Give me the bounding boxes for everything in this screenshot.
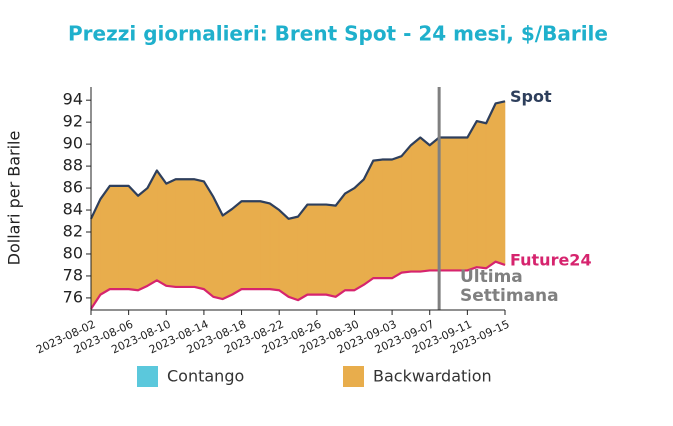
backwardation-area bbox=[372, 159, 383, 279]
backwardation-area bbox=[354, 178, 365, 291]
backwardation-area bbox=[476, 120, 487, 269]
vertical-marker-label: Settimana bbox=[460, 286, 559, 306]
backwardation-area bbox=[344, 187, 355, 291]
backwardation-area bbox=[269, 202, 280, 291]
legend-swatch bbox=[137, 366, 158, 387]
backwardation-area bbox=[137, 187, 148, 291]
backwardation-area bbox=[260, 200, 271, 290]
backwardation-area bbox=[467, 119, 478, 271]
vertical-marker-label: Ultima bbox=[460, 267, 523, 287]
backwardation-area bbox=[100, 184, 111, 296]
backwardation-area bbox=[241, 200, 252, 290]
backwardation-area bbox=[297, 203, 308, 301]
backwardation-area bbox=[391, 155, 402, 279]
series-label: Future24 bbox=[510, 250, 592, 269]
backwardation-area bbox=[156, 169, 167, 287]
backwardation-area bbox=[184, 178, 195, 288]
y-tick-label: 92 bbox=[63, 112, 83, 131]
backwardation-area bbox=[457, 137, 468, 271]
backwardation-area bbox=[485, 103, 496, 269]
backwardation-area bbox=[109, 185, 120, 290]
backwardation-area bbox=[147, 170, 158, 287]
series-label: Spot bbox=[510, 87, 552, 106]
backwardation-area bbox=[118, 185, 129, 290]
y-tick-label: 94 bbox=[63, 90, 83, 109]
series-line bbox=[90, 100, 506, 220]
backwardation-area bbox=[278, 209, 289, 298]
backwardation-area bbox=[448, 137, 459, 271]
backwardation-area bbox=[165, 178, 176, 288]
backwardation-area bbox=[175, 178, 186, 288]
chart-title: Prezzi giornalieri: Brent Spot - 24 mesi… bbox=[68, 22, 608, 46]
y-tick-label: 86 bbox=[63, 178, 83, 197]
series-line bbox=[90, 260, 506, 310]
backwardation-area bbox=[335, 192, 346, 298]
y-tick-label: 90 bbox=[63, 134, 83, 153]
y-tick-label: 84 bbox=[63, 200, 83, 219]
backwardation-area bbox=[363, 160, 374, 286]
legend-swatch bbox=[343, 366, 364, 387]
backwardation-area bbox=[250, 200, 261, 290]
y-tick-label: 76 bbox=[63, 287, 83, 306]
backwardation-area bbox=[194, 178, 205, 290]
backwardation-area bbox=[420, 136, 431, 272]
backwardation-area bbox=[316, 204, 327, 295]
backwardation-area bbox=[382, 159, 393, 279]
backwardation-area bbox=[325, 204, 336, 298]
backwardation-area bbox=[401, 144, 412, 273]
backwardation-area bbox=[203, 180, 214, 298]
y-tick-label: 78 bbox=[63, 265, 83, 284]
backwardation-area bbox=[128, 185, 139, 291]
backwardation-area bbox=[222, 208, 233, 300]
y-tick-label: 82 bbox=[63, 222, 83, 241]
backwardation-area bbox=[288, 216, 299, 301]
backwardation-area bbox=[307, 204, 318, 295]
y-tick-label: 88 bbox=[63, 156, 83, 175]
legend-label: Backwardation bbox=[373, 367, 492, 386]
legend-label: Contango bbox=[167, 367, 244, 386]
y-axis-label: Dollari per Barile bbox=[5, 131, 24, 266]
backwardation-area bbox=[410, 136, 421, 272]
backwardation-area bbox=[495, 100, 506, 266]
backwardation-area bbox=[231, 200, 242, 296]
y-tick-label: 80 bbox=[63, 243, 83, 262]
